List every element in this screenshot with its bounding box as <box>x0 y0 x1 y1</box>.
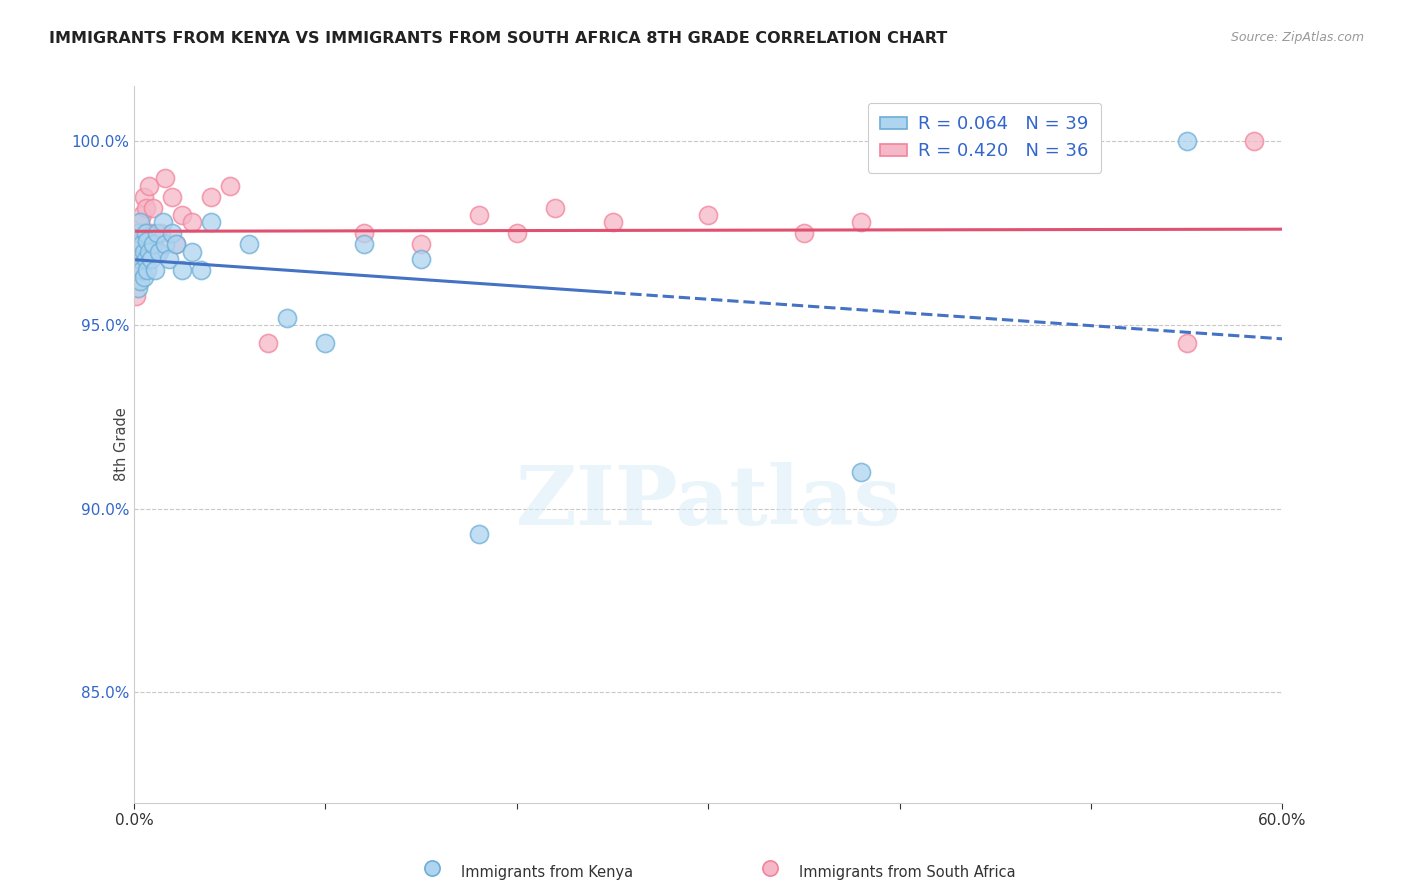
Point <box>142 237 165 252</box>
Point <box>190 263 212 277</box>
Point <box>422 861 444 875</box>
Point <box>141 252 163 266</box>
Point <box>146 227 169 241</box>
Point <box>146 244 169 259</box>
Point <box>142 201 165 215</box>
Point <box>793 227 815 241</box>
Point <box>136 244 159 259</box>
Point <box>149 227 172 241</box>
Point <box>128 215 150 229</box>
Point <box>180 244 202 259</box>
Point <box>125 237 148 252</box>
Point <box>314 336 336 351</box>
Text: Source: ZipAtlas.com: Source: ZipAtlas.com <box>1230 31 1364 45</box>
Point <box>128 263 150 277</box>
Point <box>165 237 187 252</box>
Point <box>180 215 202 229</box>
Point <box>697 208 720 222</box>
Point <box>544 201 567 215</box>
Point <box>127 281 149 295</box>
Point <box>132 189 155 203</box>
Point <box>131 237 153 252</box>
Text: Immigrants from Kenya: Immigrants from Kenya <box>461 865 633 880</box>
Point <box>125 263 148 277</box>
Point <box>128 252 150 266</box>
Point <box>136 234 159 248</box>
Point <box>170 208 193 222</box>
Point <box>157 252 180 266</box>
Point <box>602 215 624 229</box>
Point <box>170 263 193 277</box>
Point <box>128 274 150 288</box>
Point <box>132 270 155 285</box>
Point <box>138 244 160 259</box>
Point <box>127 237 149 252</box>
Point <box>135 201 157 215</box>
Point <box>132 244 155 259</box>
Point <box>257 336 280 351</box>
Point <box>467 208 489 222</box>
Point <box>1175 336 1198 351</box>
Point <box>162 189 184 203</box>
Point <box>135 252 157 266</box>
Point <box>411 252 433 266</box>
Point <box>506 227 529 241</box>
Point <box>200 189 222 203</box>
Point <box>411 237 433 252</box>
Legend: R = 0.064   N = 39, R = 0.420   N = 36: R = 0.064 N = 39, R = 0.420 N = 36 <box>868 103 1101 173</box>
Point <box>131 208 153 222</box>
Y-axis label: 8th Grade: 8th Grade <box>114 408 128 482</box>
Point <box>165 237 187 252</box>
Point <box>127 263 149 277</box>
Point <box>153 171 176 186</box>
Point <box>200 215 222 229</box>
Point <box>851 465 873 479</box>
Point <box>353 237 375 252</box>
Point <box>138 178 160 193</box>
Point <box>1243 135 1265 149</box>
Point <box>467 527 489 541</box>
Point <box>148 244 170 259</box>
Point <box>238 237 260 252</box>
Point <box>162 227 184 241</box>
Point <box>127 227 149 241</box>
Point <box>218 178 240 193</box>
Point <box>131 237 153 252</box>
Point <box>153 237 176 252</box>
Point <box>353 227 375 241</box>
Point <box>132 227 155 241</box>
Point <box>131 263 153 277</box>
Point <box>127 252 149 266</box>
Text: ZIPatlas: ZIPatlas <box>516 462 901 541</box>
Point <box>1175 135 1198 149</box>
Point <box>759 861 782 875</box>
Point <box>135 227 157 241</box>
Point <box>152 215 174 229</box>
Point <box>276 310 298 325</box>
Point <box>136 263 159 277</box>
Text: Immigrants from South Africa: Immigrants from South Africa <box>799 865 1015 880</box>
Point <box>128 215 150 229</box>
Point <box>125 289 148 303</box>
Point <box>143 263 166 277</box>
Text: IMMIGRANTS FROM KENYA VS IMMIGRANTS FROM SOUTH AFRICA 8TH GRADE CORRELATION CHAR: IMMIGRANTS FROM KENYA VS IMMIGRANTS FROM… <box>49 31 948 46</box>
Point <box>141 227 163 241</box>
Point <box>125 252 148 266</box>
Point <box>851 215 873 229</box>
